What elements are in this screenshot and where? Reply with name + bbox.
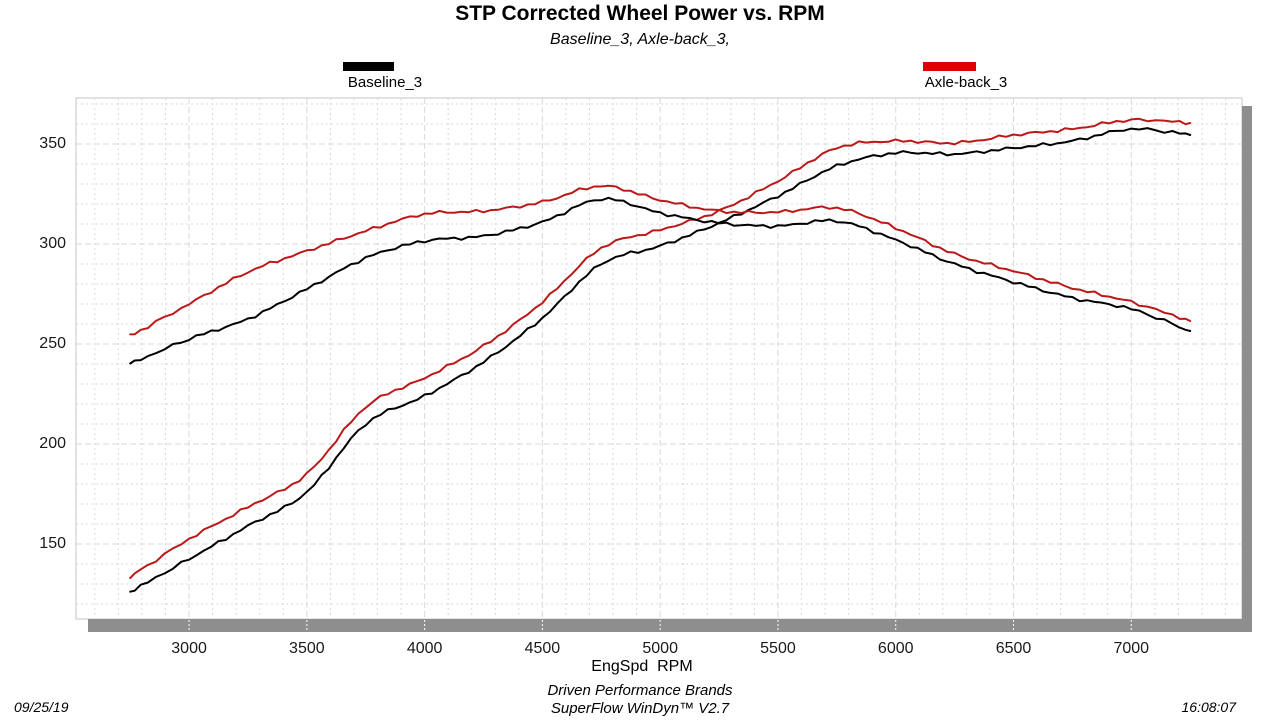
x-tick-label: 5500	[760, 640, 796, 657]
axis-shadow-right	[1242, 106, 1252, 632]
legend-label-axleback: Axle-back_3	[924, 74, 1008, 91]
x-tick-label: 6500	[995, 640, 1032, 657]
x-tick-label: 4500	[524, 640, 561, 657]
x-tick-label: 7000	[1113, 640, 1150, 657]
x-tick-label: 3000	[171, 640, 207, 657]
footer-time: 16:08:07	[1181, 699, 1237, 715]
x-tick-label: 5000	[642, 640, 678, 657]
page-title: STP Corrected Wheel Power vs. RPM	[455, 2, 825, 25]
curve-baseline-3-torque	[129, 196, 1192, 365]
x-tick-label: 3500	[289, 640, 325, 657]
x-tick-label: 6000	[877, 640, 914, 657]
footer-software: SuperFlow WinDyn™ V2.7	[550, 700, 730, 717]
legend-label-baseline: Baseline_3	[347, 74, 423, 91]
x-tick-label: 4000	[406, 640, 443, 657]
axis-shadow-bottom	[88, 619, 1252, 632]
footer-brand: Driven Performance Brands	[547, 682, 733, 699]
x-axis-title: EngSpd RPM	[591, 658, 693, 675]
plot-border	[75, 97, 1243, 620]
legend-swatch-axleback	[923, 62, 976, 71]
curve-axle-back-3-power	[129, 117, 1192, 579]
y-tick-label: 150	[39, 535, 66, 552]
y-tick-label: 300	[39, 235, 66, 252]
curve-axle-back-3-torque	[129, 184, 1192, 336]
y-tick-label: 200	[39, 435, 66, 452]
page-subtitle: Baseline_3, Axle-back_3,	[550, 31, 730, 48]
y-tick-label: 250	[39, 335, 66, 352]
legend-swatch-baseline	[343, 62, 394, 71]
y-tick-label: 350	[39, 135, 66, 152]
footer-date: 09/25/19	[14, 699, 69, 715]
curve-baseline-3-power	[129, 127, 1192, 593]
